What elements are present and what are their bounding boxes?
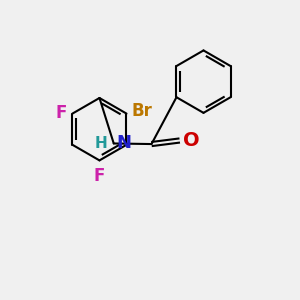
Text: Br: Br xyxy=(132,102,153,120)
Text: H: H xyxy=(95,136,108,151)
Text: F: F xyxy=(56,104,67,122)
Text: N: N xyxy=(117,134,132,152)
Text: F: F xyxy=(94,167,105,185)
Text: O: O xyxy=(183,131,200,150)
